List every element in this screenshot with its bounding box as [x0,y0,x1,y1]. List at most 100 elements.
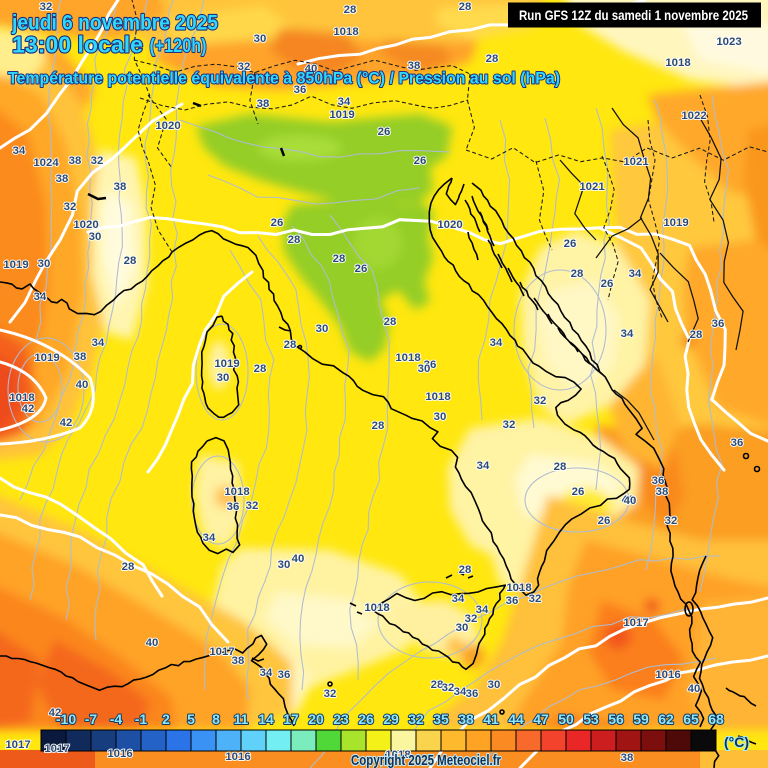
svg-text:26: 26 [564,238,577,250]
svg-text:8: 8 [212,711,220,727]
svg-text:34: 34 [621,328,634,340]
svg-text:32: 32 [665,515,678,527]
svg-text:38: 38 [458,711,474,727]
svg-text:1019: 1019 [329,109,354,121]
svg-text:38: 38 [114,181,127,193]
svg-text:32: 32 [64,201,77,213]
svg-text:32: 32 [529,593,542,605]
svg-text:1016: 1016 [107,748,132,760]
svg-text:40: 40 [76,379,89,391]
svg-text:44: 44 [508,711,524,727]
svg-text:-7: -7 [85,711,98,727]
svg-text:28: 28 [571,268,584,280]
svg-text:30: 30 [434,411,447,423]
svg-text:1016: 1016 [225,751,250,763]
svg-text:28: 28 [459,564,472,576]
svg-text:34: 34 [452,593,465,605]
svg-text:1017: 1017 [209,646,234,658]
svg-text:41: 41 [483,711,499,727]
svg-text:Run GFS 12Z du samedi 1 novemb: Run GFS 12Z du samedi 1 novembre 2025 [519,7,748,23]
svg-text:26: 26 [601,278,614,290]
svg-text:30: 30 [278,559,291,571]
svg-text:-4: -4 [110,711,123,727]
svg-text:-1: -1 [135,711,148,727]
svg-text:1019: 1019 [214,358,239,370]
svg-text:34: 34 [34,291,47,303]
svg-text:65: 65 [683,711,699,727]
svg-text:32: 32 [408,711,424,727]
svg-text:36: 36 [278,669,291,681]
svg-text:1018: 1018 [224,486,249,498]
svg-text:28: 28 [124,255,137,267]
svg-text:1020: 1020 [437,219,462,231]
svg-text:1020: 1020 [155,120,180,132]
svg-text:1021: 1021 [579,181,605,193]
svg-text:1023: 1023 [716,36,741,48]
svg-text:1018: 1018 [425,391,450,403]
svg-text:1016: 1016 [655,669,680,681]
svg-text:28: 28 [690,329,703,341]
svg-text:1017: 1017 [623,617,648,629]
svg-text:40: 40 [624,495,637,507]
svg-text:38: 38 [69,155,82,167]
svg-text:36: 36 [731,437,744,449]
svg-text:32: 32 [442,682,455,694]
svg-text:1018: 1018 [665,57,690,69]
svg-text:17: 17 [283,711,299,727]
svg-text:34: 34 [203,532,216,544]
svg-text:36: 36 [652,475,665,487]
svg-text:32: 32 [534,395,547,407]
svg-text:40: 40 [305,63,318,75]
svg-text:36: 36 [466,688,479,700]
svg-text:32: 32 [238,61,251,73]
svg-text:5: 5 [187,711,195,727]
svg-text:32: 32 [246,500,259,512]
svg-text:1024: 1024 [33,157,59,169]
svg-text:34: 34 [13,145,26,157]
svg-text:Copyright 2025 Meteociel.fr: Copyright 2025 Meteociel.fr [351,753,501,768]
svg-text:40: 40 [688,683,701,695]
svg-text:36: 36 [712,318,725,330]
svg-text:26: 26 [572,486,585,498]
svg-text:38: 38 [74,351,87,363]
svg-text:34: 34 [260,667,273,679]
svg-text:32: 32 [324,688,337,700]
svg-text:30: 30 [254,33,267,45]
svg-text:1018: 1018 [385,749,410,761]
svg-text:28: 28 [284,339,297,351]
svg-text:50: 50 [558,711,574,727]
svg-text:30: 30 [418,363,431,375]
svg-text:11: 11 [234,711,249,727]
svg-text:1018: 1018 [395,352,420,364]
svg-text:2: 2 [162,711,170,727]
svg-text:jeudi 6 novembre 2025: jeudi 6 novembre 2025 [11,11,218,35]
svg-text:36: 36 [506,595,519,607]
svg-text:38: 38 [621,752,634,764]
svg-text:-10: -10 [56,711,76,727]
svg-text:38: 38 [232,655,245,667]
svg-text:32: 32 [465,613,478,625]
svg-text:32: 32 [40,1,53,13]
svg-text:42: 42 [49,707,62,719]
svg-text:36: 36 [294,84,307,96]
svg-text:(°C): (°C) [724,734,749,750]
svg-text:1018: 1018 [506,582,531,594]
svg-text:28: 28 [486,53,499,65]
svg-text:30: 30 [456,622,469,634]
svg-text:34: 34 [476,604,489,616]
svg-text:1018: 1018 [9,392,34,404]
svg-text:28: 28 [288,234,301,246]
svg-text:26: 26 [355,263,368,275]
svg-text:34: 34 [92,337,105,349]
svg-text:28: 28 [122,561,135,573]
svg-text:26: 26 [358,711,374,727]
svg-text:42: 42 [60,417,73,429]
svg-text:1019: 1019 [663,217,688,229]
svg-text:1018: 1018 [364,602,389,614]
svg-text:26: 26 [271,217,284,229]
svg-text:28: 28 [554,461,567,473]
svg-text:(+120h): (+120h) [150,36,207,57]
svg-text:35: 35 [433,711,449,727]
svg-text:28: 28 [333,253,346,265]
svg-text:47: 47 [533,711,549,727]
